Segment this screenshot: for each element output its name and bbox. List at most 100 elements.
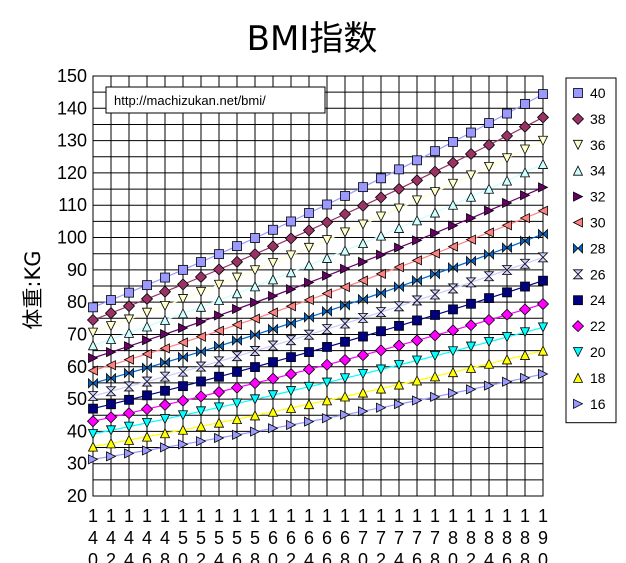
data-point bbox=[141, 321, 153, 332]
x-tick-digit: 6 bbox=[232, 550, 242, 563]
data-point bbox=[465, 362, 477, 373]
data-point bbox=[177, 424, 189, 435]
data-point bbox=[213, 356, 225, 367]
data-point bbox=[411, 375, 423, 386]
data-point bbox=[520, 98, 530, 109]
series-18 bbox=[87, 345, 549, 452]
data-point bbox=[466, 384, 477, 395]
data-point bbox=[430, 227, 441, 239]
data-point bbox=[160, 442, 171, 453]
data-point bbox=[195, 301, 207, 312]
y-tick-label: 20 bbox=[67, 486, 87, 506]
x-tick-digit: 1 bbox=[286, 506, 296, 526]
data-point bbox=[339, 227, 351, 238]
data-point bbox=[142, 335, 153, 346]
data-point bbox=[304, 347, 314, 357]
x-tick-digit: 6 bbox=[502, 550, 512, 563]
x-tick-label: 15 6 bbox=[232, 506, 242, 563]
data-point bbox=[483, 358, 495, 369]
data-point bbox=[124, 448, 135, 459]
x-tick-digit: 8 bbox=[520, 528, 530, 548]
x-tick-digit: 0 bbox=[268, 550, 278, 563]
x-tick-digit: 4 bbox=[214, 550, 224, 563]
data-point bbox=[447, 366, 459, 378]
data-point bbox=[394, 164, 404, 175]
data-point bbox=[194, 270, 208, 284]
data-point bbox=[194, 390, 208, 403]
data-point bbox=[428, 165, 442, 178]
legend-marker bbox=[572, 269, 584, 280]
url-annotation: http://machizukan.net/bmi/ bbox=[105, 86, 326, 114]
data-point bbox=[124, 341, 135, 352]
data-point bbox=[303, 242, 315, 254]
data-point bbox=[195, 420, 207, 432]
x-tick-digit: 8 bbox=[340, 550, 350, 563]
data-point bbox=[357, 275, 368, 286]
data-point bbox=[519, 166, 531, 178]
data-point bbox=[303, 294, 314, 306]
data-point bbox=[519, 327, 531, 338]
legend-label: 34 bbox=[590, 163, 606, 179]
data-point bbox=[358, 406, 369, 417]
x-tick-digit: 0 bbox=[358, 550, 368, 563]
data-point bbox=[375, 383, 387, 394]
data-point bbox=[464, 147, 478, 161]
data-point bbox=[124, 394, 134, 405]
data-point bbox=[160, 385, 170, 396]
data-point bbox=[375, 307, 387, 318]
x-tick-digit: 1 bbox=[232, 506, 242, 526]
data-point bbox=[536, 297, 550, 311]
legend-marker bbox=[572, 347, 584, 358]
data-point bbox=[520, 190, 531, 201]
data-point bbox=[88, 403, 98, 414]
y-tick-label: 140 bbox=[57, 98, 87, 118]
legend-label: 36 bbox=[590, 137, 606, 153]
x-tick-digit: 8 bbox=[250, 550, 260, 563]
data-point bbox=[232, 429, 243, 440]
data-point bbox=[356, 349, 370, 362]
data-point bbox=[142, 390, 152, 401]
legend-entry: 32 bbox=[573, 189, 606, 205]
x-tick-digit: 1 bbox=[322, 506, 332, 526]
data-point bbox=[448, 304, 458, 315]
series-line-26 bbox=[92, 256, 544, 397]
data-point bbox=[484, 293, 494, 304]
data-point bbox=[430, 268, 440, 280]
y-axis-label: 体重:KG bbox=[21, 250, 45, 329]
data-point bbox=[537, 252, 549, 263]
data-point bbox=[177, 337, 188, 348]
data-point bbox=[303, 329, 315, 340]
data-point bbox=[268, 357, 278, 368]
data-point bbox=[322, 413, 333, 424]
data-point bbox=[322, 270, 333, 281]
data-point bbox=[249, 265, 261, 276]
legend-label: 38 bbox=[590, 111, 606, 127]
data-point bbox=[124, 287, 134, 298]
data-point bbox=[105, 386, 117, 397]
data-point bbox=[304, 277, 315, 288]
data-point bbox=[357, 312, 369, 323]
x-tick-digit: 1 bbox=[214, 506, 224, 526]
data-point bbox=[196, 257, 206, 267]
data-point bbox=[466, 213, 477, 224]
x-tick-digit: 6 bbox=[322, 550, 332, 563]
x-tick-digit: 1 bbox=[340, 506, 350, 526]
data-point bbox=[159, 427, 171, 439]
data-point bbox=[87, 429, 99, 440]
x-tick-digit: 4 bbox=[484, 550, 494, 563]
data-point bbox=[448, 220, 459, 231]
data-point bbox=[483, 271, 495, 282]
data-point bbox=[394, 398, 405, 410]
data-point bbox=[338, 208, 352, 221]
data-point bbox=[285, 266, 297, 278]
x-tick-digit: 6 bbox=[268, 528, 278, 548]
legend-label: 20 bbox=[590, 344, 606, 360]
data-point bbox=[285, 250, 297, 261]
data-point bbox=[105, 321, 117, 332]
x-tick-digit: 4 bbox=[106, 528, 116, 548]
data-point bbox=[302, 363, 316, 376]
data-point bbox=[446, 324, 460, 337]
data-point bbox=[537, 345, 549, 356]
y-tick-label: 40 bbox=[67, 421, 87, 441]
data-point bbox=[195, 406, 207, 417]
